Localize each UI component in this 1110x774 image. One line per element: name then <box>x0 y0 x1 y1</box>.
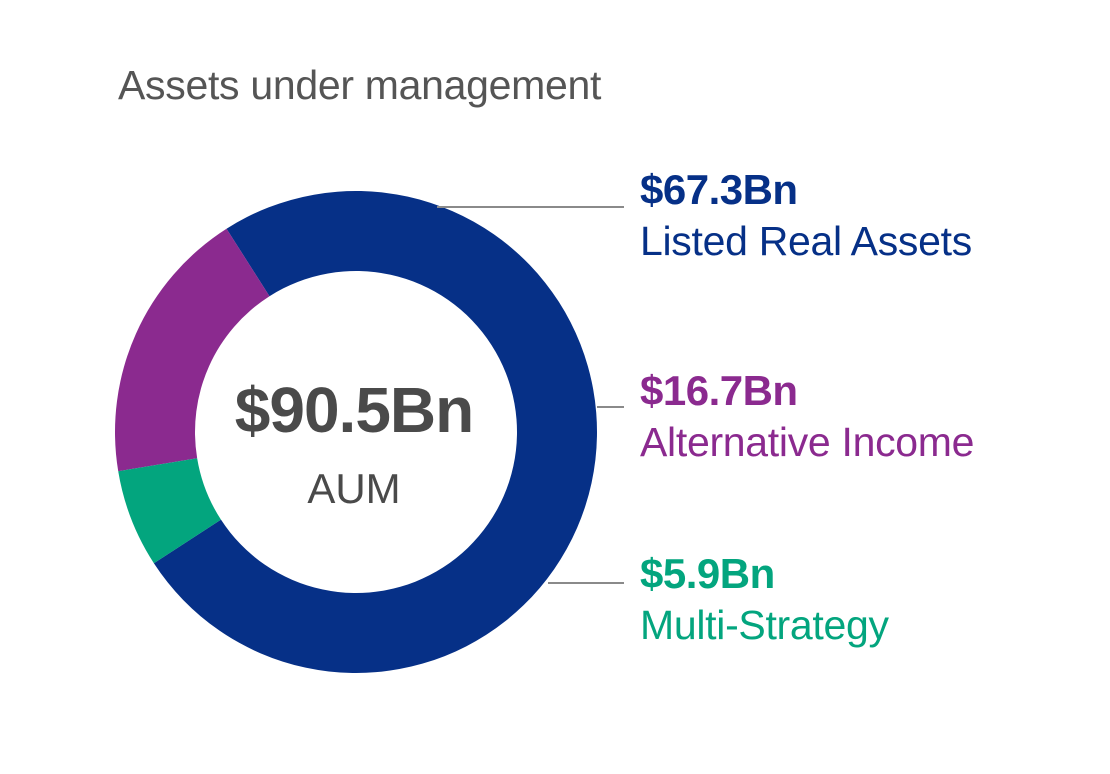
legend-item-multi-strategy: $5.9Bn Multi-Strategy <box>640 549 889 651</box>
legend-item-alternative-income: $16.7Bn Alternative Income <box>640 366 974 468</box>
center-total-value: $90.5Bn <box>235 374 473 446</box>
leader-lines <box>437 206 624 584</box>
center-total-label: AUM <box>307 465 400 512</box>
donut-slice-listed-real-assets <box>153 191 598 674</box>
donut-slice-multi-strategy <box>118 458 221 564</box>
legend-item-listed-real-assets: $67.3Bn Listed Real Assets <box>640 165 972 267</box>
legend-value: $67.3Bn <box>640 166 798 213</box>
legend-label: Listed Real Assets <box>640 218 972 264</box>
donut-segments <box>114 191 598 674</box>
legend-value: $5.9Bn <box>640 550 775 597</box>
donut-slice-alternative-income <box>114 228 270 472</box>
legend-label: Multi-Strategy <box>640 602 889 648</box>
legend-value: $16.7Bn <box>640 367 798 414</box>
legend-label: Alternative Income <box>640 419 975 465</box>
chart-title: Assets under management <box>118 62 602 108</box>
